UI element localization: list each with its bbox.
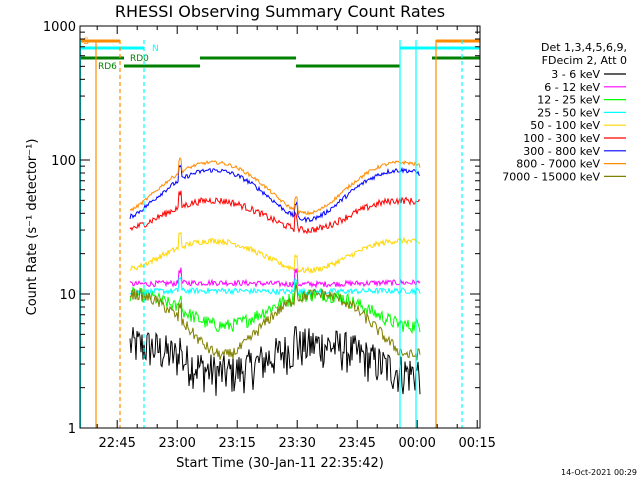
y-axis-title: Count Rate (s⁻¹ detector⁻¹): [25, 139, 40, 316]
legend-header-line-1: Det 1,3,4,5,6,9,: [541, 41, 627, 54]
x-axis: 22:45 23:00 23:15 23:30 23:45 00:00 00:15: [96, 26, 496, 451]
night-flag-label: N: [152, 44, 159, 54]
legend: Det 1,3,4,5,6,9, FDecim 2, Att 0 3 - 6 k…: [502, 41, 627, 183]
y-tick-label: 10: [59, 288, 76, 303]
x-tick-label: 00:00: [398, 436, 435, 451]
legend-entry-label: 800 - 7000 keV: [516, 158, 600, 171]
series-line: [129, 326, 421, 396]
saa-flag-label: S: [83, 37, 89, 47]
legend-entry-label: 300 - 800 keV: [523, 145, 600, 158]
x-tick-label: 23:00: [158, 436, 195, 451]
series-line: [129, 156, 421, 216]
plot-frame: [79, 25, 481, 429]
x-tick-label: 23:30: [278, 436, 315, 451]
chart-title: RHESSI Observing Summary Count Rates: [115, 2, 445, 21]
series-line: [129, 284, 421, 361]
legend-entry-label: 12 - 25 keV: [537, 94, 600, 107]
y-tick-label: 100: [51, 154, 76, 169]
legend-entry-label: 50 - 100 keV: [530, 119, 600, 132]
y-tick-label: 1000: [43, 20, 76, 35]
rd0-flag-label: RD0: [130, 54, 149, 64]
legend-entry-label: 100 - 300 keV: [523, 132, 600, 145]
y-tick-label: 1: [68, 422, 76, 437]
y-axis: 1 10 100 1000: [43, 20, 480, 437]
x-tick-label: 23:15: [218, 436, 255, 451]
series-line: [129, 231, 421, 274]
legend-header-line-2: FDecim 2, Att 0: [542, 54, 627, 67]
series-line: [129, 267, 421, 289]
legend-entry-label: 25 - 50 keV: [537, 106, 600, 119]
timestamp: 14-Oct-2021 00:29: [561, 468, 637, 477]
legend-entry-label: 6 - 12 keV: [544, 81, 600, 94]
legend-entry-label: 7000 - 15000 keV: [502, 170, 600, 183]
series-line: [129, 164, 421, 224]
rd6-flag-label: RD6: [98, 62, 117, 72]
legend-entry-label: 3 - 6 keV: [551, 68, 600, 81]
x-axis-title: Start Time (30-Jan-11 22:35:42): [176, 456, 384, 471]
x-tick-label: 00:15: [458, 436, 495, 451]
series-curves: [129, 156, 421, 396]
series-line: [129, 281, 421, 335]
series-line: [129, 190, 421, 235]
x-tick-label: 23:45: [338, 436, 375, 451]
series-line: [129, 275, 421, 297]
x-tick-label: 22:45: [98, 436, 135, 451]
